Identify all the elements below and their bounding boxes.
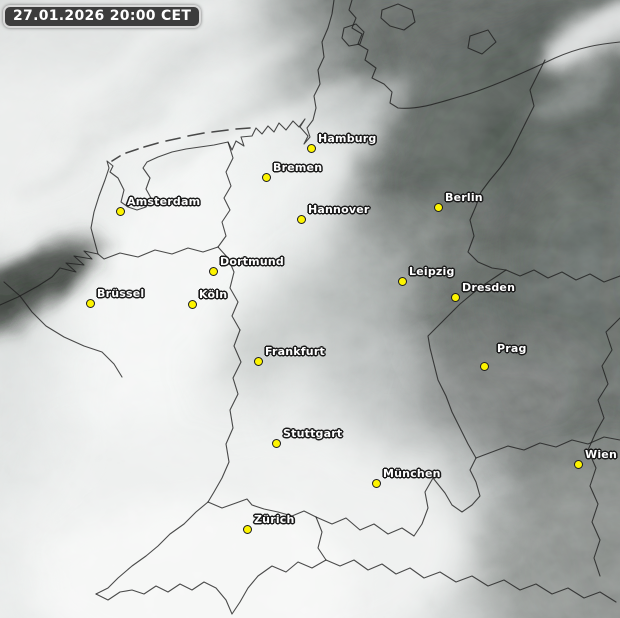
city-label-hannover: Hannover (308, 203, 370, 216)
city-dot-bremen (262, 173, 271, 182)
border-de-pl (467, 59, 546, 271)
border-ch-fr (95, 501, 209, 595)
city-dot-leipzig (398, 277, 407, 286)
border-ch-it (95, 559, 327, 615)
wadden-islands (111, 127, 251, 162)
border-at-cz (475, 436, 620, 459)
city-dot-hannover (297, 215, 306, 224)
border-de-at (315, 457, 481, 537)
city-label-berlin: Berlin (445, 191, 483, 204)
border-cz-sk (595, 317, 620, 433)
island-funen (341, 23, 365, 47)
city-dot-amsterdam (116, 207, 125, 216)
border-ch-at (315, 516, 327, 561)
border-ch-de (207, 498, 317, 518)
island-lolland (467, 29, 497, 55)
city-dot-zuerich (243, 525, 252, 534)
city-label-frankfurt: Frankfurt (265, 345, 325, 358)
timestamp-badge: 27.01.2026 20:00 CET (3, 5, 202, 28)
city-label-bruessel: Brüssel (97, 287, 145, 300)
border-cz-pl (505, 269, 620, 283)
city-label-amsterdam: Amsterdam (127, 195, 201, 208)
city-label-wien: Wien (585, 448, 617, 461)
city-dot-koeln (188, 300, 197, 309)
city-label-leipzig: Leipzig (409, 265, 455, 278)
border-at-it (325, 559, 617, 603)
border-at-si (587, 431, 601, 577)
city-label-hamburg: Hamburg (318, 132, 377, 145)
city-label-koeln: Köln (199, 288, 228, 301)
border-nl-be (97, 246, 219, 260)
city-label-stuttgart: Stuttgart (283, 427, 343, 440)
city-label-dortmund: Dortmund (220, 255, 284, 268)
island-zealand (380, 3, 416, 31)
border-be-fr (3, 281, 123, 378)
city-label-bremen: Bremen (273, 161, 323, 174)
city-dot-prag (480, 362, 489, 371)
city-dot-wien (574, 460, 583, 469)
city-dot-frankfurt (254, 357, 263, 366)
city-dot-bruessel (86, 299, 95, 308)
city-dot-hamburg (307, 144, 316, 153)
city-dot-dortmund (209, 267, 218, 276)
border-be-de (217, 246, 241, 331)
city-label-dresden: Dresden (462, 281, 516, 294)
city-dot-berlin (434, 203, 443, 212)
city-label-zuerich: Zürich (254, 513, 295, 526)
city-dot-dresden (451, 293, 460, 302)
border-de-cz (427, 269, 507, 459)
city-dot-stuttgart (272, 439, 281, 448)
coastline-baltic (348, 0, 620, 109)
city-label-muenchen: München (383, 467, 441, 480)
border-de-fr (207, 329, 242, 503)
border-nl-de (217, 141, 234, 248)
city-dot-muenchen (372, 479, 381, 488)
city-label-prag: Prag (497, 342, 527, 355)
